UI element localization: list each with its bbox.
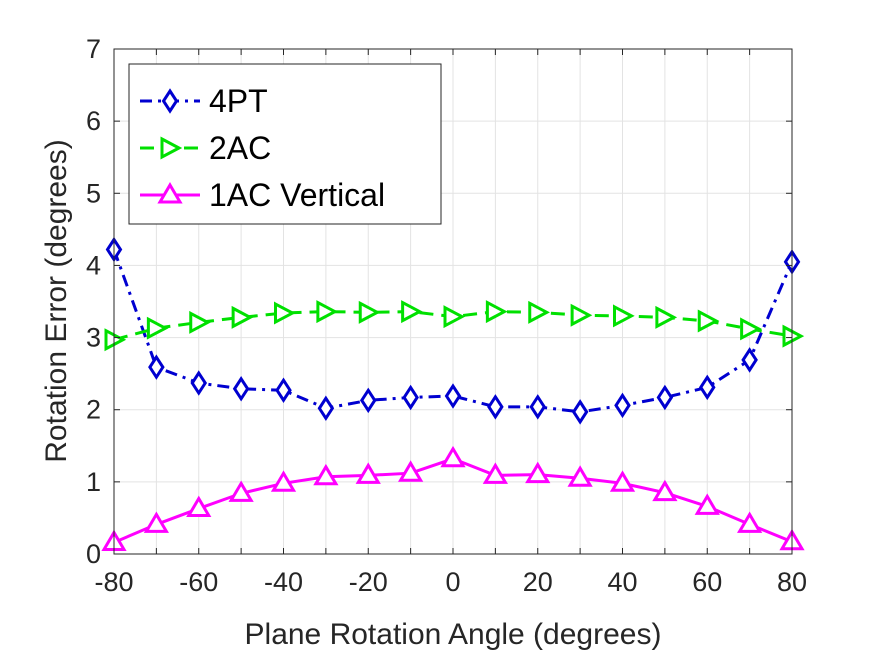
data-point-2ac <box>274 301 296 325</box>
y-tick-label: 4 <box>86 250 101 280</box>
x-tick-label: 80 <box>777 567 807 597</box>
series-1ac-vertical <box>101 445 805 551</box>
data-point-4pt <box>571 399 589 425</box>
x-tick-label: -20 <box>349 567 388 597</box>
data-point-2ac <box>655 305 678 329</box>
y-tick-label: 3 <box>86 323 101 353</box>
series-2ac <box>104 300 805 352</box>
x-tick-label: -80 <box>94 567 133 597</box>
data-point-4pt <box>487 394 504 420</box>
data-point-4pt <box>698 374 716 401</box>
y-tick-label: 7 <box>86 34 101 64</box>
data-point-1ac-vertical <box>482 462 508 484</box>
data-point-2ac <box>570 303 593 327</box>
data-point-1ac-vertical <box>270 470 297 492</box>
data-point-1ac-vertical <box>143 511 169 533</box>
legend-label-4pt: 4PT <box>209 83 268 119</box>
axis-ticks: -80 -60 -40 -20 0 20 40 60 80 0 1 2 3 4 5 6 7 <box>86 34 807 597</box>
data-point-2ac <box>740 317 762 341</box>
x-tick-label: 20 <box>523 567 553 597</box>
data-point-2ac <box>697 309 720 333</box>
data-point-2ac <box>358 300 381 324</box>
y-axis-label: Rotation Error (degrees) <box>40 139 73 462</box>
data-point-4pt <box>317 395 335 422</box>
data-point-2ac <box>316 300 339 324</box>
series-line-4pt <box>112 249 794 414</box>
x-tick-label: 60 <box>692 567 722 597</box>
legend-marker-4pt <box>161 88 179 114</box>
data-point-1ac-vertical <box>525 461 551 484</box>
data-point-1ac-vertical <box>440 445 466 468</box>
data-point-1ac-vertical <box>694 493 720 515</box>
x-tick-label: -60 <box>179 567 218 597</box>
data-point-4pt <box>402 384 419 411</box>
legend-marker-2ac <box>160 136 183 160</box>
data-point-2ac <box>401 300 423 324</box>
y-tick-label: 5 <box>86 178 101 208</box>
legend-marker-1ac-vertical <box>157 182 183 204</box>
data-point-2ac <box>485 300 508 324</box>
legend-box <box>128 63 442 225</box>
data-point-1ac-vertical <box>355 462 381 484</box>
x-axis-label: Plane Rotation Angle (degrees) <box>245 618 662 651</box>
data-point-4pt <box>232 376 250 402</box>
data-point-1ac-vertical <box>652 479 678 502</box>
data-point-4pt <box>614 392 631 419</box>
data-point-4pt <box>275 377 292 403</box>
data-point-2ac <box>528 300 550 324</box>
y-tick-label: 6 <box>86 106 101 136</box>
data-point-2ac <box>231 305 254 329</box>
data-point-1ac-vertical <box>609 470 636 492</box>
data-point-4pt <box>190 370 208 396</box>
data-point-2ac <box>146 316 169 340</box>
legend-label-1ac-vertical: 1AC Vertical <box>209 177 385 213</box>
data-point-4pt <box>444 383 462 409</box>
data-point-4pt <box>656 384 674 411</box>
legend: 4PT 2AC 1AC Vertical <box>128 63 442 225</box>
data-point-2ac <box>613 304 635 328</box>
data-point-2ac <box>443 305 466 329</box>
y-tick-label: 2 <box>86 395 101 425</box>
data-point-1ac-vertical <box>398 460 424 482</box>
data-point-1ac-vertical <box>228 480 254 502</box>
x-tick-label: 40 <box>607 567 637 597</box>
data-point-1ac-vertical <box>737 511 763 533</box>
data-point-4pt <box>148 354 165 380</box>
data-point-1ac-vertical <box>313 463 339 486</box>
y-tick-label: 1 <box>86 467 101 497</box>
data-point-1ac-vertical <box>567 465 593 487</box>
data-point-4pt <box>359 387 377 414</box>
data-point-2ac <box>189 310 211 334</box>
x-tick-label: 0 <box>445 567 460 597</box>
x-tick-label: -40 <box>264 567 303 597</box>
y-tick-label: 0 <box>86 539 101 569</box>
data-point-4pt <box>529 394 547 420</box>
data-point-4pt <box>741 347 758 373</box>
legend-label-2ac: 2AC <box>209 130 271 166</box>
data-point-1ac-vertical <box>186 495 212 518</box>
